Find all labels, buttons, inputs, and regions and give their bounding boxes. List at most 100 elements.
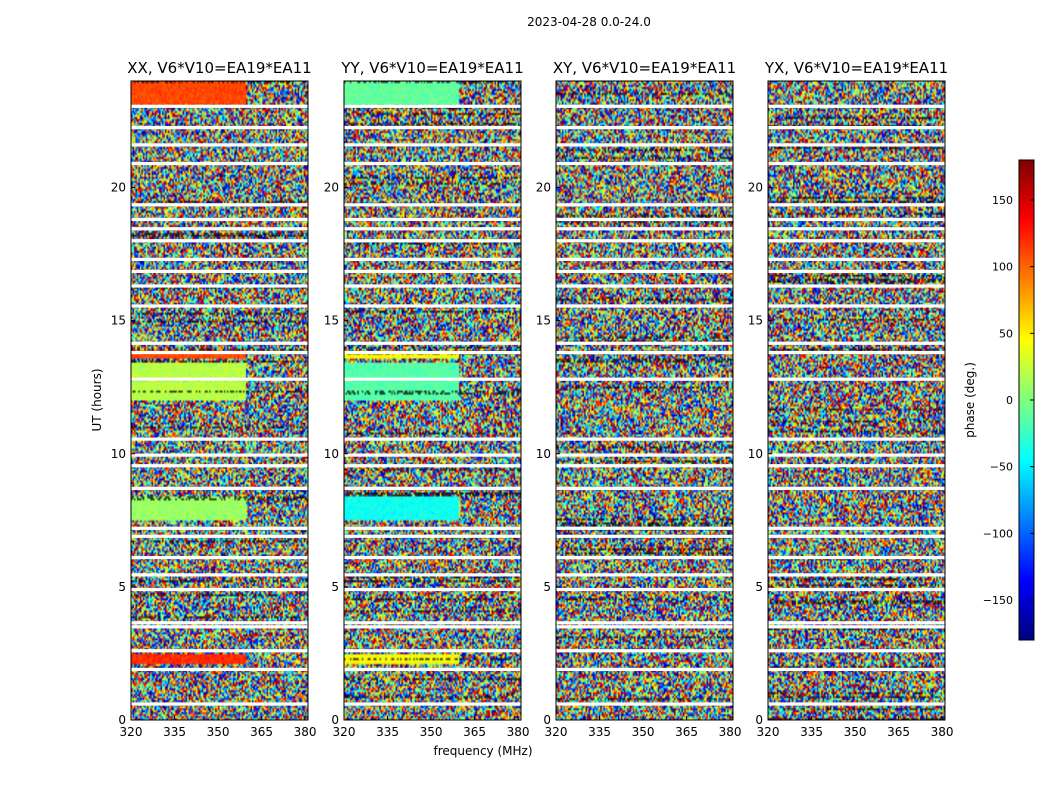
y-tick-label: 15: [536, 314, 551, 328]
y-tick-label: 10: [748, 447, 763, 461]
flagged-row: [344, 350, 521, 355]
flagged-row: [344, 464, 521, 468]
x-tick-label: 320: [120, 725, 143, 739]
flagged-row: [556, 203, 733, 207]
colorbar-label: phase (deg.): [963, 362, 977, 438]
flagged-row: [556, 534, 733, 538]
colorbar-tick-label: 150: [992, 194, 1013, 207]
y-tick-label: 20: [748, 181, 763, 195]
x-tick-label: 335: [376, 725, 399, 739]
flagged-row: [768, 625, 945, 629]
flagged-row: [556, 161, 733, 166]
y-tick-label: 20: [324, 181, 339, 195]
flagged-row: [131, 621, 308, 625]
flagged-row: [768, 217, 945, 222]
flagged-row: [768, 702, 945, 706]
flagged-row: [556, 587, 733, 592]
flagged-row: [131, 341, 308, 345]
flagged-row: [344, 239, 521, 243]
flagged-row: [768, 203, 945, 207]
flagged-row: [131, 702, 308, 706]
flagged-row: [344, 437, 521, 441]
flagged-row: [131, 453, 308, 457]
flagged-row: [344, 621, 521, 625]
flagged-row: [131, 534, 308, 538]
flagged-row: [131, 257, 308, 261]
flagged-row: [768, 104, 945, 108]
flagged-row: [344, 227, 521, 231]
flagged-row: [131, 350, 308, 355]
flagged-row: [768, 269, 945, 273]
flagged-row: [131, 227, 308, 231]
y-axis-label: UT (hours): [90, 368, 104, 431]
flagged-row: [344, 555, 521, 560]
panel-title: XX, V6*V10=EA19*EA11: [127, 59, 311, 77]
y-tick-label: 10: [324, 447, 339, 461]
flagged-row: [344, 104, 521, 108]
flagged-row: [556, 304, 733, 308]
flagged-row: [131, 587, 308, 592]
flagged-row: [344, 534, 521, 538]
flagged-row: [556, 341, 733, 345]
flagged-row: [556, 437, 733, 441]
axes-frame: [767, 80, 946, 721]
flagged-row: [556, 257, 733, 261]
flagged-row: [131, 203, 308, 207]
y-tick-label: 15: [111, 314, 126, 328]
flagged-row: [768, 257, 945, 261]
flagged-row: [131, 437, 308, 441]
x-tick-label: 320: [545, 725, 568, 739]
flagged-row: [131, 486, 308, 490]
y-tick-label: 20: [536, 181, 551, 195]
x-tick-label: 335: [588, 725, 611, 739]
y-tick-label: 0: [755, 713, 763, 727]
panel-title: YY, V6*V10=EA19*EA11: [340, 59, 523, 77]
flagged-row: [556, 526, 733, 530]
panel: YY, V6*V10=EA19*EA11 320 335 350 365 380 0 5 10 1…: [324, 59, 530, 739]
y-tick-label: 0: [331, 713, 339, 727]
axes-frame: [555, 80, 734, 721]
colorbar-tick-label: 0: [1006, 394, 1013, 407]
flagged-row: [768, 587, 945, 592]
flagged-row: [556, 667, 733, 672]
y-tick-label: 10: [111, 447, 126, 461]
flagged-row: [556, 702, 733, 706]
flagged-row: [131, 526, 308, 530]
flagged-row: [344, 377, 521, 381]
flagged-row: [344, 203, 521, 207]
x-tick-label: 335: [800, 725, 823, 739]
phase-image: [131, 81, 308, 720]
flagged-row: [344, 625, 521, 629]
flagged-row: [344, 161, 521, 166]
flagged-row: [344, 486, 521, 490]
flagged-row: [131, 143, 308, 147]
flagged-row: [768, 304, 945, 308]
flagged-row: [556, 125, 733, 130]
flagged-row: [344, 143, 521, 147]
flagged-row: [344, 649, 521, 653]
flagged-row: [768, 534, 945, 538]
flagged-row: [556, 143, 733, 147]
flagged-row: [768, 350, 945, 355]
colorbar-tick-label: 100: [992, 261, 1013, 274]
x-tick-label: 350: [844, 725, 867, 739]
flagged-row: [131, 377, 308, 381]
flagged-row: [344, 341, 521, 345]
x-tick-label: 350: [207, 725, 230, 739]
y-tick-label: 5: [118, 580, 126, 594]
phase-image: [556, 81, 733, 720]
flagged-row: [768, 227, 945, 231]
x-tick-label: 380: [931, 725, 954, 739]
flagged-row: [556, 269, 733, 273]
phase-image: [344, 81, 521, 720]
y-tick-label: 0: [543, 713, 551, 727]
x-tick-label: 350: [420, 725, 443, 739]
y-tick-label: 15: [324, 314, 339, 328]
flagged-row: [768, 649, 945, 653]
flagged-row: [131, 304, 308, 308]
flagged-row: [768, 143, 945, 147]
flagged-row: [556, 621, 733, 625]
figure-title: 2023-04-28 0.0-24.0: [527, 15, 651, 29]
flagged-row: [131, 161, 308, 166]
